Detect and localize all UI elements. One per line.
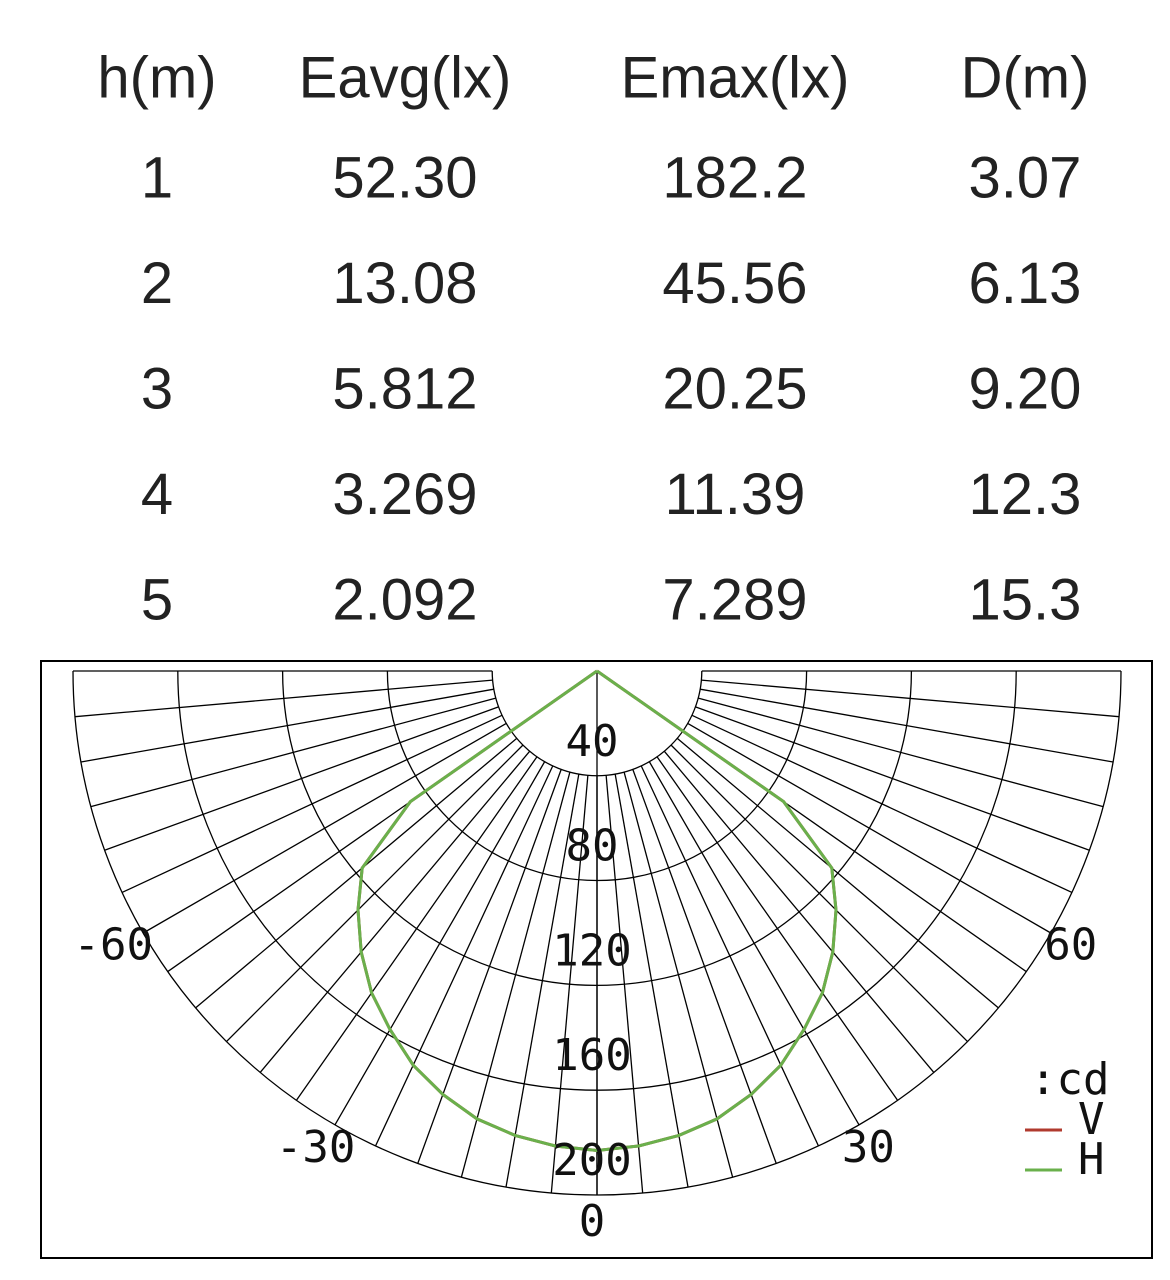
r-tick-label: 40 xyxy=(566,716,619,767)
table-cell: 3.07 xyxy=(969,145,1082,210)
table-header: h(m) xyxy=(97,45,216,110)
table-header: Emax(lx) xyxy=(621,45,850,110)
table-header: D(m) xyxy=(961,45,1090,110)
table-cell: 45.56 xyxy=(662,251,807,316)
r-tick-label: 160 xyxy=(552,1030,631,1081)
table-cell: 6.13 xyxy=(969,251,1082,316)
table-cell: 3 xyxy=(141,356,173,421)
table-cell: 9.20 xyxy=(969,356,1082,421)
legend-unit: :cd xyxy=(1030,1054,1109,1105)
table-cell: 4 xyxy=(141,462,173,527)
angle-tick-label: 30 xyxy=(842,1122,895,1173)
table-cell: 182.2 xyxy=(662,145,807,210)
table-cell: 1 xyxy=(141,145,173,210)
legend-label: V xyxy=(1078,1094,1105,1145)
table-cell: 3.269 xyxy=(332,462,477,527)
r-tick-label: 120 xyxy=(552,925,631,976)
table-cell: 5 xyxy=(141,567,173,632)
table-cell: 2.092 xyxy=(332,567,477,632)
table-cell: 52.30 xyxy=(332,145,477,210)
angle-tick-label: 60 xyxy=(1044,919,1097,970)
table-cell: 5.812 xyxy=(332,356,477,421)
table-cell: 20.25 xyxy=(662,356,807,421)
table-cell: 13.08 xyxy=(332,251,477,316)
table-cell: 2 xyxy=(141,251,173,316)
r-tick-label: 200 xyxy=(552,1135,631,1186)
series-curve xyxy=(356,669,838,1153)
table-cell: 11.39 xyxy=(665,462,806,527)
table-cell: 15.3 xyxy=(969,567,1082,632)
table-header: Eavg(lx) xyxy=(299,45,512,110)
chart-frame xyxy=(40,660,1153,1259)
r-tick-label: 80 xyxy=(566,821,619,872)
angle-tick-label: -30 xyxy=(276,1122,355,1173)
angle-tick-label: 0 xyxy=(579,1196,606,1247)
angle-tick-label: -60 xyxy=(74,919,153,970)
legend-label: H xyxy=(1078,1134,1105,1185)
table-cell: 7.289 xyxy=(662,567,807,632)
table-cell: 12.3 xyxy=(969,462,1082,527)
